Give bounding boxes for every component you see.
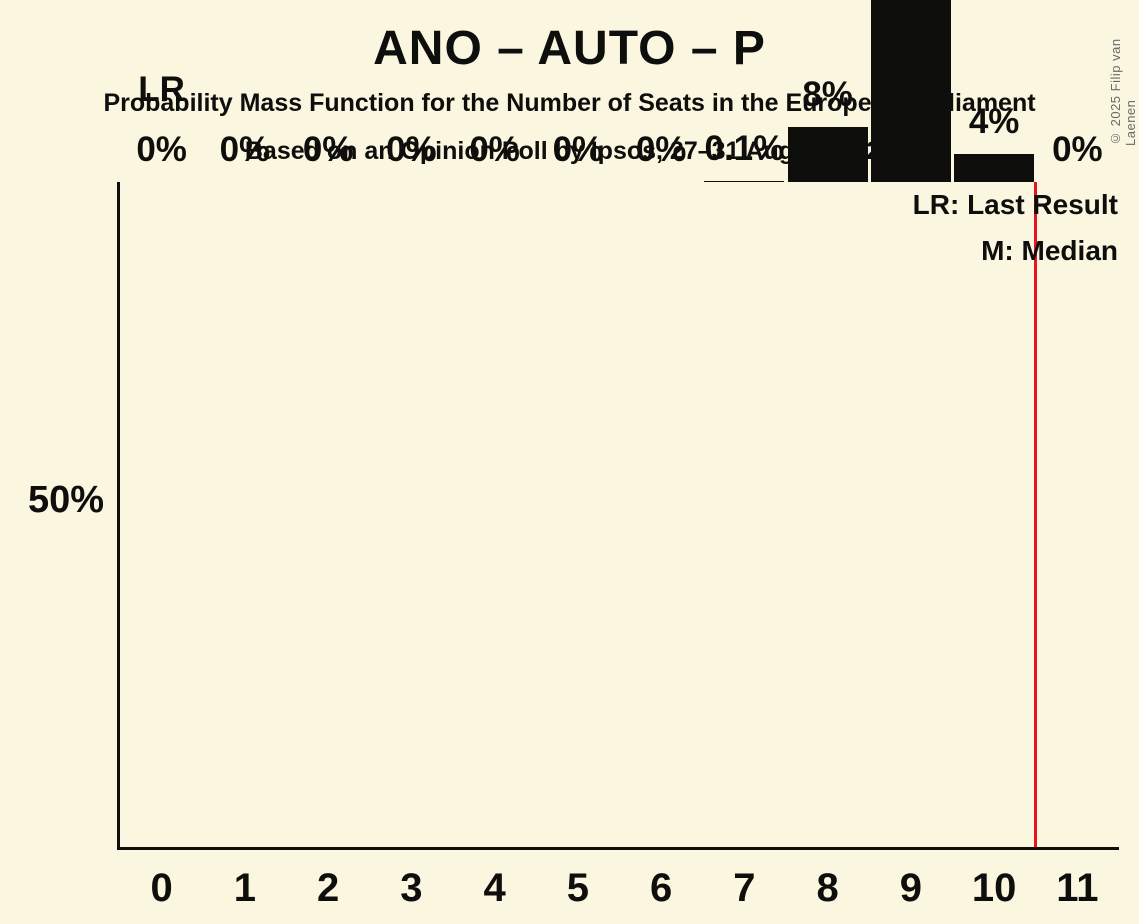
legend-median: M: Median	[981, 235, 1118, 266]
x-tick-0: 0	[150, 866, 173, 910]
bar-seat-7	[704, 181, 785, 182]
red-marker-line	[1034, 182, 1038, 847]
bar-label-seat-11: 0%	[1052, 130, 1103, 169]
bar-label-seat-4: 0%	[469, 130, 520, 169]
plot-area: 0%0%0%0%0%0%0%0.1%8%88%4%0%LRM 012345678…	[117, 0, 1119, 910]
bar-label-seat-8: 8%	[802, 74, 853, 114]
bar-label-seat-1: 0%	[219, 130, 271, 169]
x-tick-11: 11	[1056, 866, 1099, 910]
x-tick-10: 10	[971, 866, 1017, 910]
x-tick-1: 1	[233, 866, 256, 910]
bar-seat-8	[787, 126, 868, 182]
bar-label-seat-3: 0%	[386, 130, 437, 169]
bar-label-seat-2: 0%	[302, 130, 354, 169]
bar-label-seat-0: 0%	[136, 130, 187, 169]
x-tick-5: 5	[566, 866, 589, 910]
bar-label-seat-7: 0.1%	[704, 129, 785, 168]
x-tick-2: 2	[317, 866, 340, 910]
x-tick-8: 8	[816, 866, 839, 910]
bar-seat-9	[870, 0, 951, 182]
y-axis-tick-label: 50%	[27, 479, 104, 521]
bar-label-seat-10: 4%	[968, 102, 1020, 142]
poll-source-line: Based on an Opinion Poll by Ipsos, 27–31…	[244, 137, 895, 165]
bar-label-seat-5: 0%	[552, 130, 604, 169]
x-tick-7: 7	[733, 866, 756, 910]
bar-seat-10	[954, 154, 1035, 182]
x-tick-3: 3	[400, 866, 423, 910]
x-tick-6: 6	[650, 866, 673, 910]
bar-label-seat-6: 0%	[635, 130, 687, 169]
x-tick-9: 9	[899, 866, 922, 910]
copyright-notice: © 2025 Filip van Laenen	[1108, 38, 1138, 146]
chart-legend: LR: Last Result M: Median	[913, 182, 1118, 274]
page-title: ANO – AUTO – P	[373, 22, 766, 75]
last-result-marker-label: LR	[138, 70, 185, 109]
x-tick-4: 4	[483, 866, 506, 910]
legend-last-result: LR: Last Result	[912, 189, 1118, 220]
